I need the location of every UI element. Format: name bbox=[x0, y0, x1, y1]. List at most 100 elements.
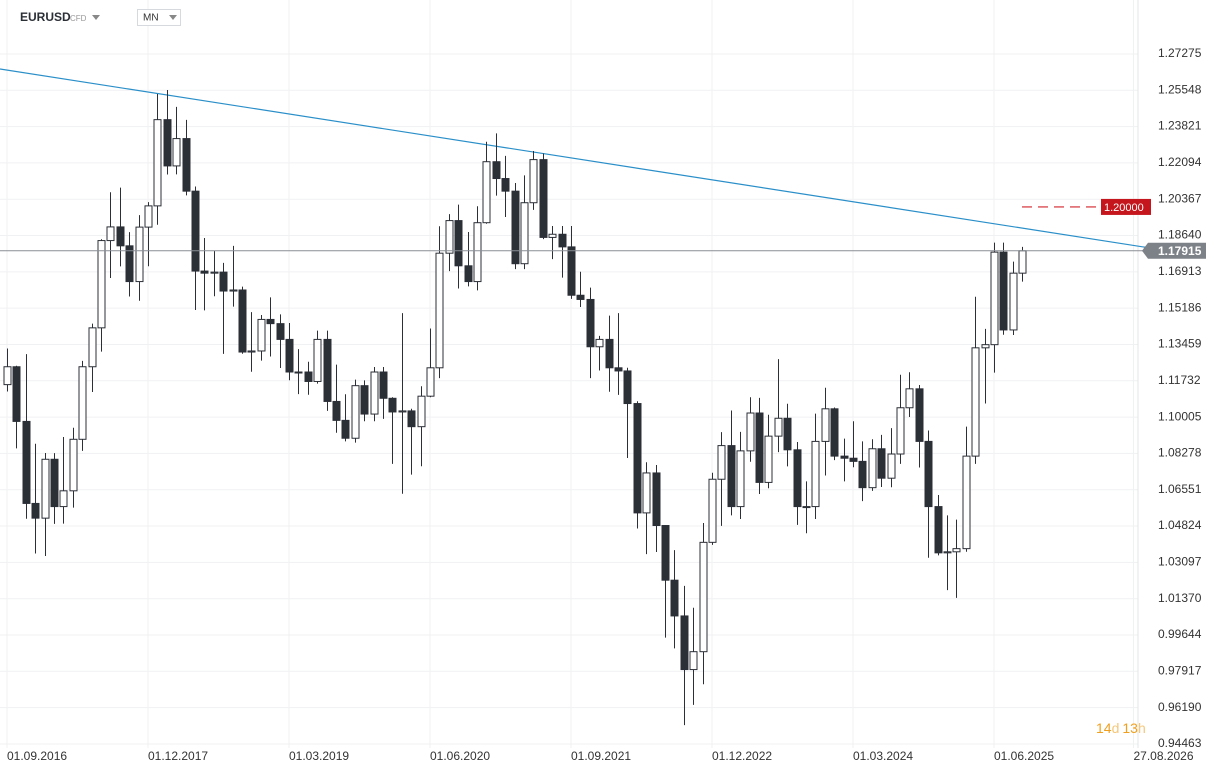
x-tick-label: 01.03.2019 bbox=[289, 749, 349, 763]
candle-body bbox=[605, 338, 614, 369]
y-tick-label: 0.97917 bbox=[1158, 663, 1202, 677]
candle-body bbox=[501, 178, 510, 192]
candle-body bbox=[915, 388, 924, 442]
candle-body bbox=[163, 119, 172, 167]
candle-body bbox=[849, 457, 858, 462]
candle-body bbox=[379, 371, 388, 399]
candle-body bbox=[802, 506, 811, 509]
candle-body bbox=[69, 438, 78, 492]
candle-body bbox=[492, 161, 501, 180]
y-tick-label: 1.03097 bbox=[1158, 555, 1202, 569]
candle-body bbox=[426, 367, 435, 397]
y-tick-label: 1.06551 bbox=[1158, 482, 1202, 496]
alert-tag bbox=[1101, 198, 1151, 215]
candle-body bbox=[755, 412, 764, 483]
y-tick-label: 1.10005 bbox=[1158, 409, 1202, 423]
candle-body bbox=[97, 240, 106, 329]
candle-body bbox=[614, 367, 623, 372]
x-tick-label: 27.08.2026 bbox=[1133, 749, 1193, 763]
candle-body bbox=[257, 318, 266, 352]
candle-body bbox=[558, 233, 567, 248]
candle-body bbox=[652, 472, 661, 527]
candle-body bbox=[623, 370, 632, 405]
timeframe-box[interactable] bbox=[137, 9, 181, 26]
candle-body bbox=[398, 410, 407, 413]
candle-body bbox=[407, 410, 416, 428]
timeframe-dropdown[interactable] bbox=[169, 15, 177, 20]
candle-body bbox=[699, 541, 708, 653]
symbol[interactable]: EURUSD bbox=[20, 10, 71, 24]
candle-body bbox=[3, 366, 12, 386]
candle-body bbox=[313, 338, 322, 382]
candle-body bbox=[896, 407, 905, 455]
candle-body bbox=[454, 220, 463, 267]
y-tick-label: 1.04824 bbox=[1158, 518, 1202, 532]
y-tick-label: 1.18640 bbox=[1158, 228, 1202, 242]
candle-body bbox=[473, 222, 482, 283]
candle-body bbox=[341, 419, 350, 439]
candle-body bbox=[191, 190, 200, 272]
candle-body bbox=[323, 338, 332, 402]
candle-body bbox=[905, 388, 914, 409]
candle-body bbox=[1018, 250, 1027, 274]
candle-body bbox=[567, 246, 576, 296]
candle-body bbox=[689, 651, 698, 671]
candle-body bbox=[764, 435, 773, 483]
candle-body bbox=[727, 445, 736, 508]
timeframe[interactable]: MN bbox=[143, 13, 159, 24]
candle-body bbox=[595, 338, 604, 348]
candle-body bbox=[482, 161, 491, 224]
x-tick-label: 01.06.2020 bbox=[430, 749, 490, 763]
candle-body bbox=[247, 350, 256, 353]
candle-body bbox=[586, 298, 595, 348]
countdown-hours-unit: h bbox=[1138, 720, 1146, 736]
y-tick-label: 1.23821 bbox=[1158, 119, 1202, 133]
alert-label: 1.20000 bbox=[1104, 202, 1144, 214]
candle-body bbox=[924, 440, 933, 508]
candle-body bbox=[360, 385, 369, 415]
candle-body bbox=[116, 226, 125, 247]
candle-body bbox=[708, 478, 717, 543]
candle-body bbox=[529, 159, 538, 204]
candle-body bbox=[548, 233, 557, 238]
candle-body bbox=[200, 270, 209, 274]
countdown: 14d 13h bbox=[1096, 720, 1146, 736]
instrument-type: CFD bbox=[70, 14, 87, 23]
candle-body bbox=[877, 448, 886, 479]
candle-body bbox=[717, 445, 726, 480]
x-tick-label: 01.09.2016 bbox=[7, 749, 67, 763]
candle-body bbox=[22, 420, 31, 504]
overlay: 1.17915 1.20000 bbox=[0, 198, 1206, 259]
candle-body bbox=[868, 448, 877, 489]
candle-body bbox=[952, 548, 961, 553]
candle-body bbox=[999, 251, 1008, 331]
y-tick-label: 1.01370 bbox=[1158, 591, 1202, 605]
last-price-tag bbox=[1142, 242, 1206, 259]
candle-body bbox=[642, 472, 651, 514]
symbol-dropdown[interactable] bbox=[92, 15, 100, 20]
candle-body bbox=[830, 408, 839, 457]
candle-body bbox=[633, 403, 642, 514]
candle-body bbox=[294, 371, 303, 374]
candle-body bbox=[238, 289, 247, 353]
x-tick-label: 01.12.2017 bbox=[148, 749, 208, 763]
candle-body bbox=[153, 119, 162, 207]
candle-body bbox=[1009, 272, 1018, 331]
candle-body bbox=[144, 205, 153, 228]
countdown-days: 14 bbox=[1096, 720, 1112, 736]
candle-body bbox=[736, 450, 745, 508]
candle-body bbox=[858, 460, 867, 489]
candle-body bbox=[31, 502, 40, 519]
candle-body bbox=[821, 408, 830, 442]
candle-body bbox=[276, 323, 285, 340]
x-tick-label: 01.12.2022 bbox=[712, 749, 772, 763]
candle-body bbox=[520, 202, 529, 265]
candle-body bbox=[219, 271, 228, 292]
candle-body bbox=[285, 338, 294, 373]
candle-body bbox=[182, 138, 191, 192]
candle-body bbox=[576, 294, 585, 300]
candle-body bbox=[88, 327, 97, 368]
candle-body bbox=[464, 265, 473, 283]
candle-body bbox=[417, 395, 426, 428]
